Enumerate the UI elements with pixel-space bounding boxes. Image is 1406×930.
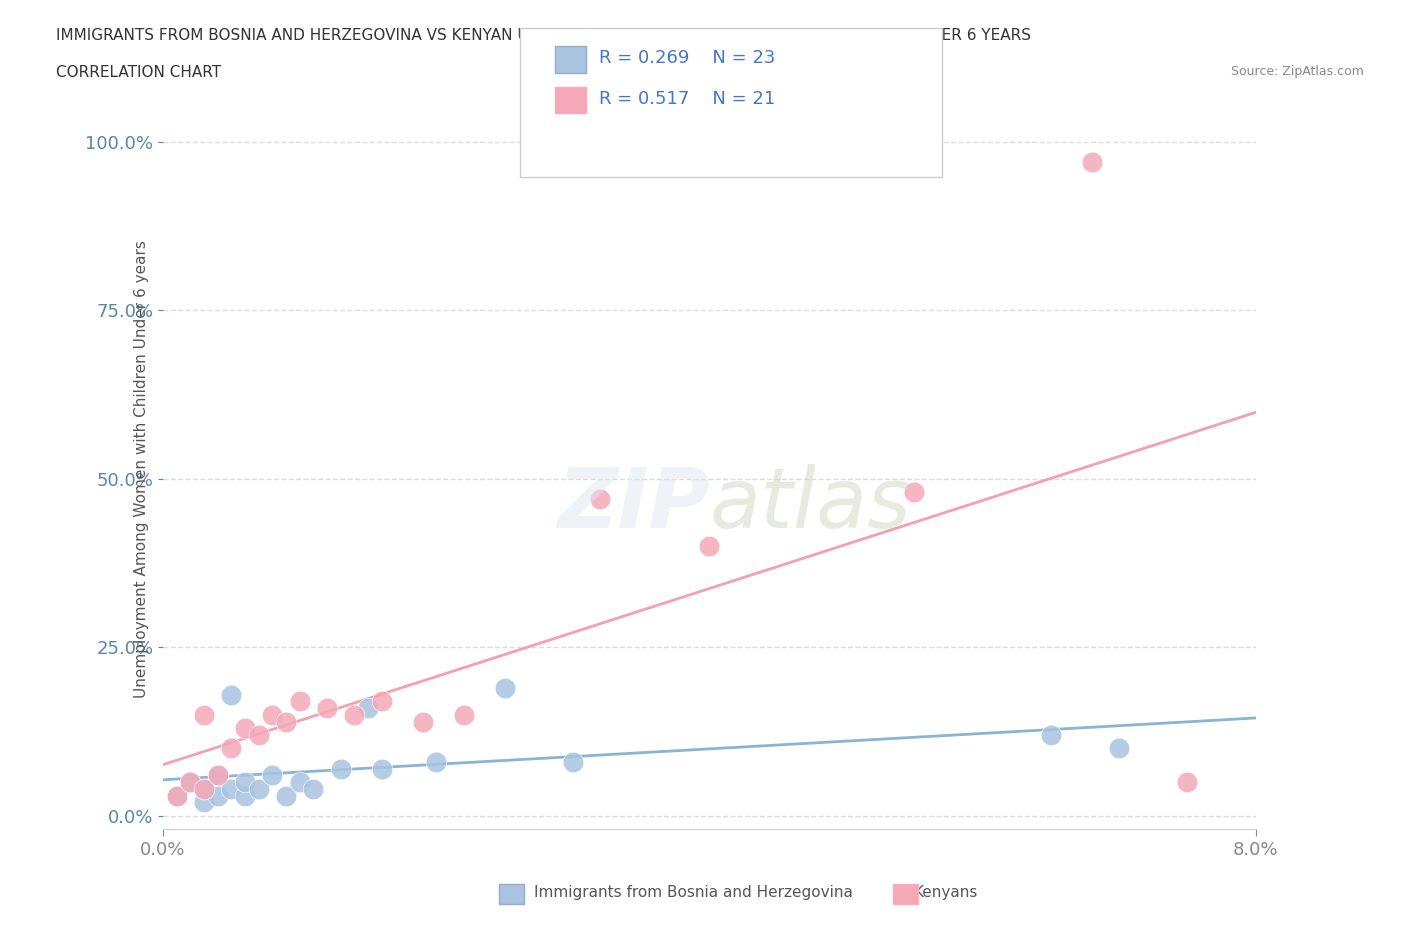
Point [193, 781, 215, 796]
Text: CORRELATION CHART: CORRELATION CHART [56, 65, 221, 80]
Point [262, 708, 284, 723]
Text: ZIP: ZIP [557, 464, 710, 545]
Point [453, 708, 475, 723]
Point [370, 762, 392, 777]
Point [247, 781, 270, 796]
Text: R = 0.517    N = 21: R = 0.517 N = 21 [599, 89, 775, 108]
Point [233, 789, 256, 804]
Point [221, 741, 243, 756]
Point [274, 714, 297, 729]
Point [302, 781, 325, 796]
Point [179, 775, 201, 790]
Point [288, 775, 311, 790]
Text: atlas: atlas [710, 464, 911, 545]
Point [221, 781, 243, 796]
Point [357, 700, 380, 715]
Y-axis label: Unemployment Among Women with Children Under 6 years: Unemployment Among Women with Children U… [134, 240, 149, 698]
Point [561, 754, 583, 769]
Text: Kenyans: Kenyans [914, 885, 979, 900]
Point [247, 727, 270, 742]
Point [494, 681, 516, 696]
Point [412, 714, 434, 729]
Point [1108, 741, 1130, 756]
Point [221, 687, 243, 702]
Point [274, 789, 297, 804]
Point [1177, 775, 1199, 790]
Point [207, 768, 229, 783]
Point [207, 768, 229, 783]
Text: Source: ZipAtlas.com: Source: ZipAtlas.com [1230, 65, 1364, 78]
Point [370, 694, 392, 709]
Point [193, 781, 215, 796]
Point [166, 789, 188, 804]
Point [233, 775, 256, 790]
Point [193, 795, 215, 810]
Point [316, 700, 339, 715]
Text: R = 0.269    N = 23: R = 0.269 N = 23 [599, 48, 775, 67]
Point [1039, 727, 1062, 742]
Point [1081, 154, 1104, 169]
Point [343, 708, 366, 723]
Point [193, 708, 215, 723]
Point [207, 789, 229, 804]
Point [179, 775, 201, 790]
Point [329, 762, 352, 777]
Text: Immigrants from Bosnia and Herzegovina: Immigrants from Bosnia and Herzegovina [534, 885, 853, 900]
Text: IMMIGRANTS FROM BOSNIA AND HERZEGOVINA VS KENYAN UNEMPLOYMENT AMONG WOMEN WITH C: IMMIGRANTS FROM BOSNIA AND HERZEGOVINA V… [56, 28, 1031, 43]
Point [903, 485, 925, 499]
Point [262, 768, 284, 783]
Point [425, 754, 447, 769]
Point [288, 694, 311, 709]
Point [166, 789, 188, 804]
Point [233, 721, 256, 736]
Point [589, 492, 612, 507]
Point [699, 538, 721, 553]
